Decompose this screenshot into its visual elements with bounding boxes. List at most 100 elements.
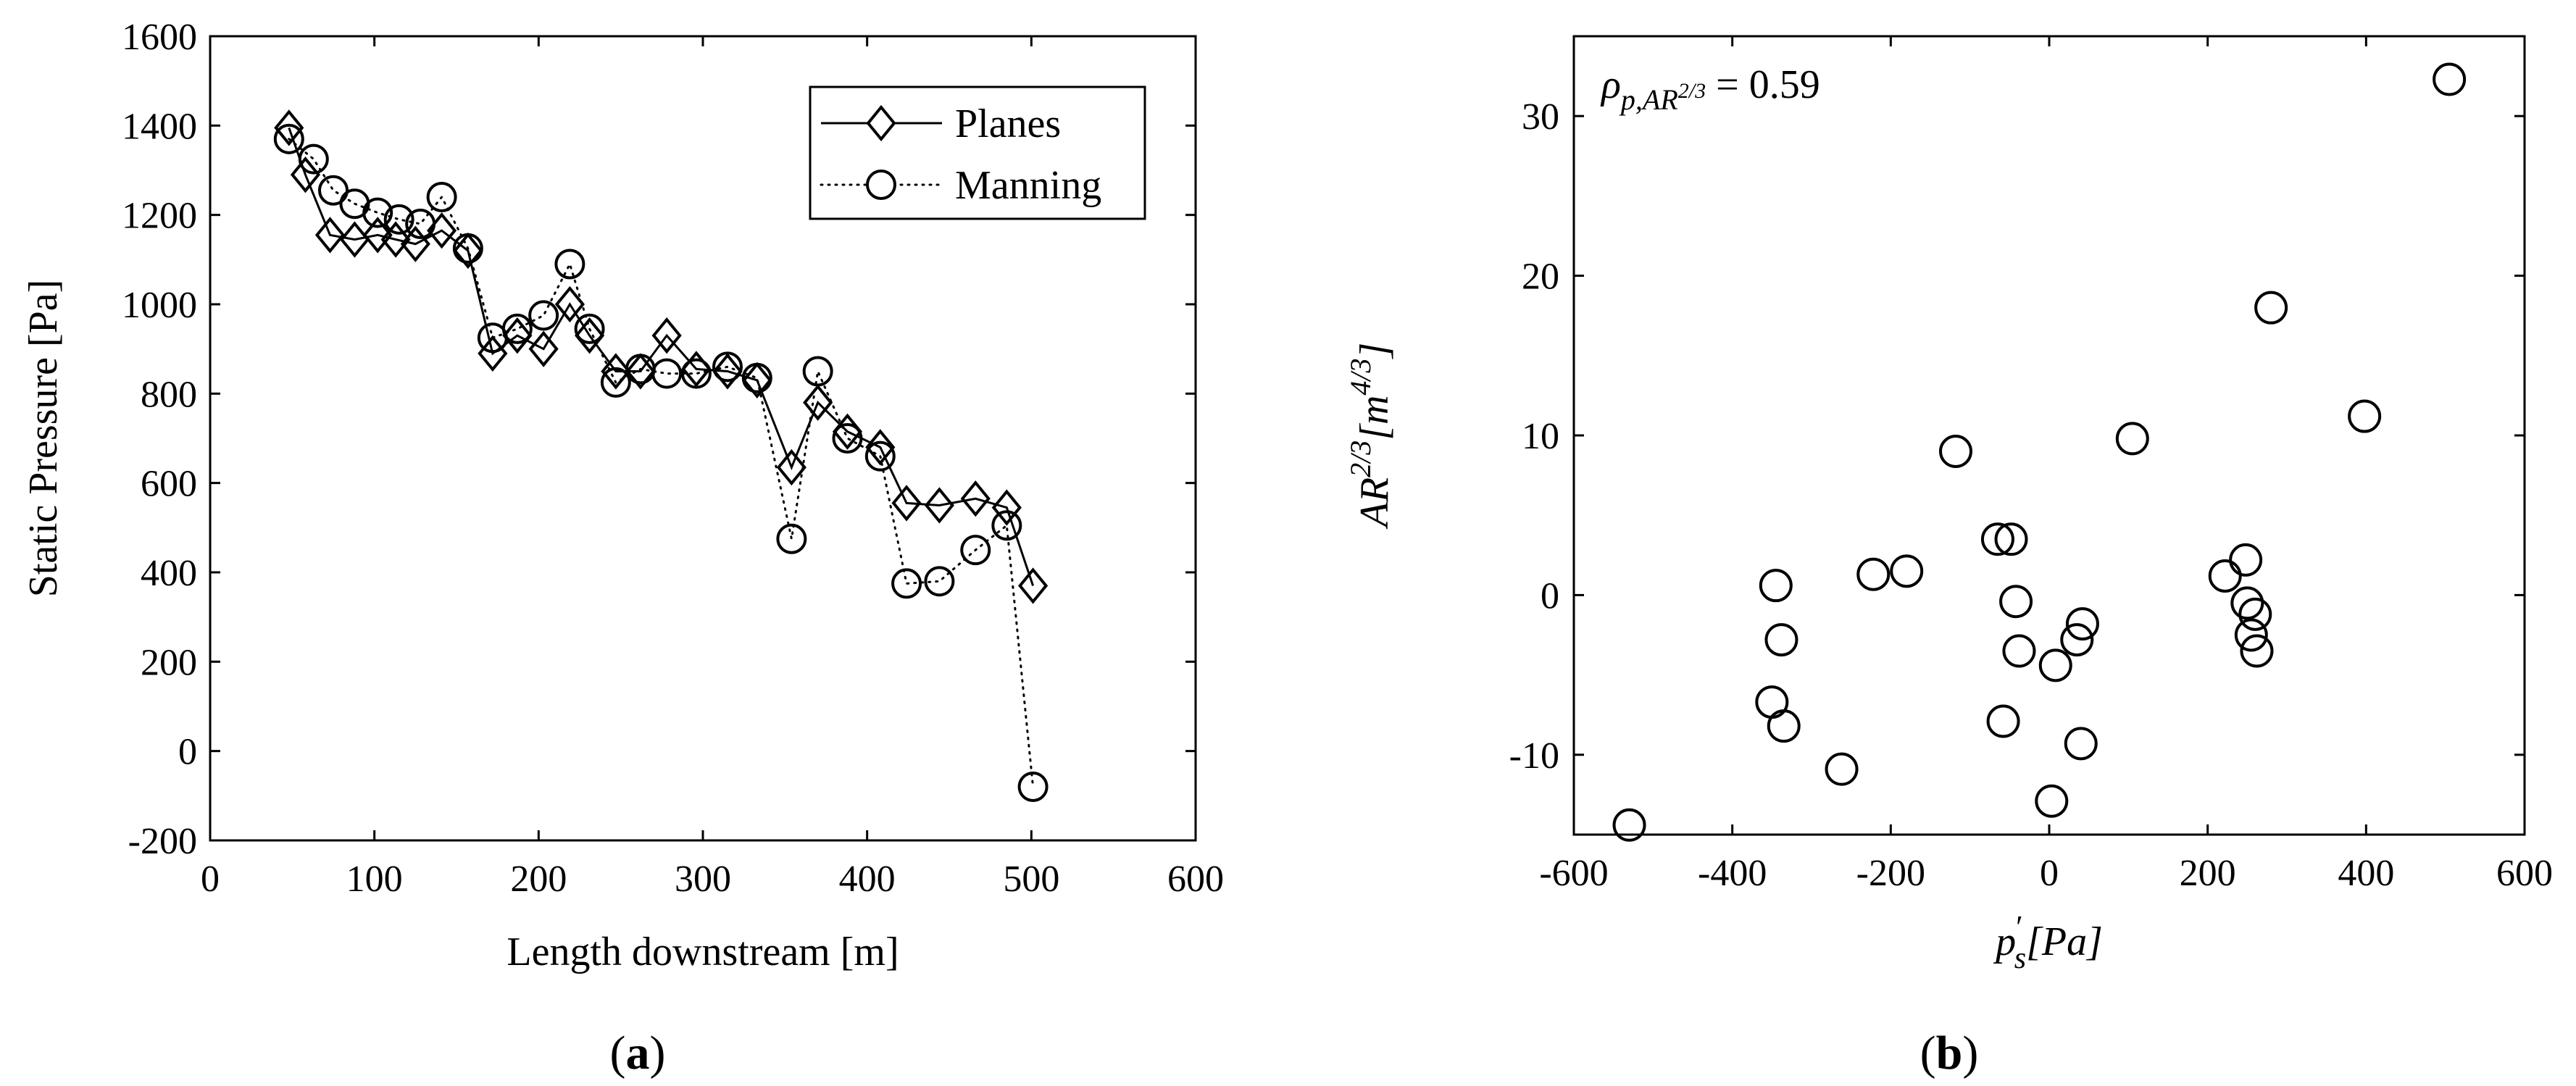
manning-point <box>1017 772 1049 802</box>
manning-point <box>318 175 349 206</box>
panel-b-chart: -10 0 10 20 30 -600 -400 -200 0 200 400 600 p′ s[Pa… <box>1344 35 2553 1079</box>
panel-a-x-tick-label: 400 <box>839 859 896 900</box>
scatter-point <box>2234 618 2268 652</box>
scatter-point <box>2038 648 2072 682</box>
panel-b-y-tick-label: 20 <box>1522 256 1559 298</box>
planes-point <box>865 429 896 466</box>
planes-point <box>290 156 321 193</box>
planes-point <box>832 413 863 450</box>
scatter-point <box>1825 752 1859 786</box>
panel-a-caption: (a) <box>610 1027 666 1079</box>
panel-a-x-axis-label: Length downstream [m] <box>507 930 899 974</box>
planes-point <box>362 217 393 254</box>
panel-a-legend: Planes Manning <box>809 85 1146 220</box>
panel-b-y-axis-label: AR2/3[m4/3] <box>1344 343 1397 530</box>
scatter-point <box>2348 399 2382 433</box>
panel-a-y-tick-label: 400 <box>141 553 197 594</box>
manning-point <box>528 300 559 331</box>
scatter-point <box>1999 585 2033 619</box>
scatter-point <box>2254 291 2288 325</box>
planes-point <box>528 330 559 367</box>
manning-point <box>832 423 863 454</box>
panel-b-x-axis-label: p′ s[Pa] <box>1993 909 2103 975</box>
scatter-point <box>1612 808 1646 842</box>
manning-point <box>501 313 533 344</box>
manning-point <box>426 182 457 212</box>
manning-point <box>712 351 743 383</box>
scatter-point <box>1980 522 2014 556</box>
scatter-point <box>2208 559 2242 593</box>
panel-a-y-tick-label: 1000 <box>122 285 197 326</box>
planes-point <box>554 285 585 323</box>
planes-point <box>712 353 743 390</box>
scatter-point <box>2230 586 2264 620</box>
panel-a-y-tick-label: 600 <box>141 464 197 505</box>
manning-point <box>802 356 833 387</box>
manning-point <box>273 123 304 154</box>
planes-point <box>478 335 508 372</box>
panel-b-x-tick-label: -600 <box>1539 853 1608 894</box>
panel-a-x-tick-label: 500 <box>1003 859 1059 900</box>
planes-point <box>1018 567 1049 604</box>
manning-point <box>924 566 955 597</box>
scatter-point <box>2035 784 2069 818</box>
panel-a-y-tick-label: 1400 <box>122 106 197 147</box>
panel-a-legend-box <box>809 85 1146 220</box>
panel-b-x-tick-label: -400 <box>1698 853 1767 894</box>
planes-point <box>625 353 656 390</box>
planes-point <box>339 221 370 258</box>
manning-point <box>383 204 414 235</box>
planes-point <box>742 362 772 398</box>
panel-b-y-tick-label: 10 <box>1522 416 1559 457</box>
panel-b-correlation-annotation: ρp,AR2/3 = 0.59 <box>1600 62 1820 116</box>
panel-a-y-tick-label: 0 <box>178 732 197 773</box>
panel-b-y-ticks: -10 0 10 20 30 <box>1509 96 2525 777</box>
planes-point <box>681 351 712 388</box>
scatter-point <box>2115 422 2149 456</box>
manning-point <box>298 143 329 175</box>
scatter-point <box>2238 597 2272 631</box>
panel-b-y-tick-label: 30 <box>1522 96 1559 138</box>
panel-b-y-tick-label: 0 <box>1541 575 1559 617</box>
panel-a-y-tick-label: -200 <box>128 821 197 862</box>
panel-b-points-group <box>1612 62 2467 842</box>
manning-point <box>554 248 585 280</box>
panel-a-y-ticks: -200 0 200 400 600 800 1000 1200 1400 1600 <box>122 17 1196 862</box>
planes-point <box>380 221 411 258</box>
planes-point <box>960 480 991 517</box>
panel-b-x-tick-label: -200 <box>1856 853 1925 894</box>
manning-point <box>680 358 712 389</box>
legend-planes-label: Planes <box>955 101 1061 146</box>
series-line-manning <box>288 138 1035 788</box>
manning-point <box>362 197 393 228</box>
panel-b-x-tick-label: 200 <box>2180 853 2236 894</box>
scatter-point <box>1767 709 1801 743</box>
manning-point <box>574 313 605 344</box>
scatter-point <box>1764 623 1798 657</box>
scatter-point <box>1986 704 2020 738</box>
scatter-point <box>2064 727 2098 761</box>
panel-b-x-ticks: -600 -400 -200 0 200 400 600 <box>1539 36 2553 894</box>
panel-b-x-tick-label: 600 <box>2496 853 2553 894</box>
panel-a-y-axis-label: Static Pressure [Pa] <box>21 280 66 598</box>
scatter-point <box>1856 557 1891 591</box>
panel-a-y-tick-label: 1600 <box>122 17 197 58</box>
scatter-point <box>2060 623 2094 657</box>
legend-manning-circle-icon <box>866 170 896 200</box>
planes-point <box>453 232 483 270</box>
planes-point <box>427 212 457 249</box>
scatter-point <box>1755 685 1789 719</box>
scatter-point <box>2433 62 2467 96</box>
planes-point <box>803 384 833 421</box>
panel-a-y-tick-label: 800 <box>141 374 197 415</box>
planes-point <box>891 485 922 522</box>
planes-point <box>776 448 806 486</box>
panel-a-x-tick-label: 300 <box>675 859 731 900</box>
planes-point <box>575 317 605 354</box>
panel-a-y-tick-label: 1200 <box>122 196 197 237</box>
legend-planes-diamond-icon <box>866 104 896 142</box>
panel-b-correlation-value: 0.59 <box>1749 62 1820 107</box>
manning-point <box>891 568 922 599</box>
panel-a-series-group <box>273 109 1049 802</box>
